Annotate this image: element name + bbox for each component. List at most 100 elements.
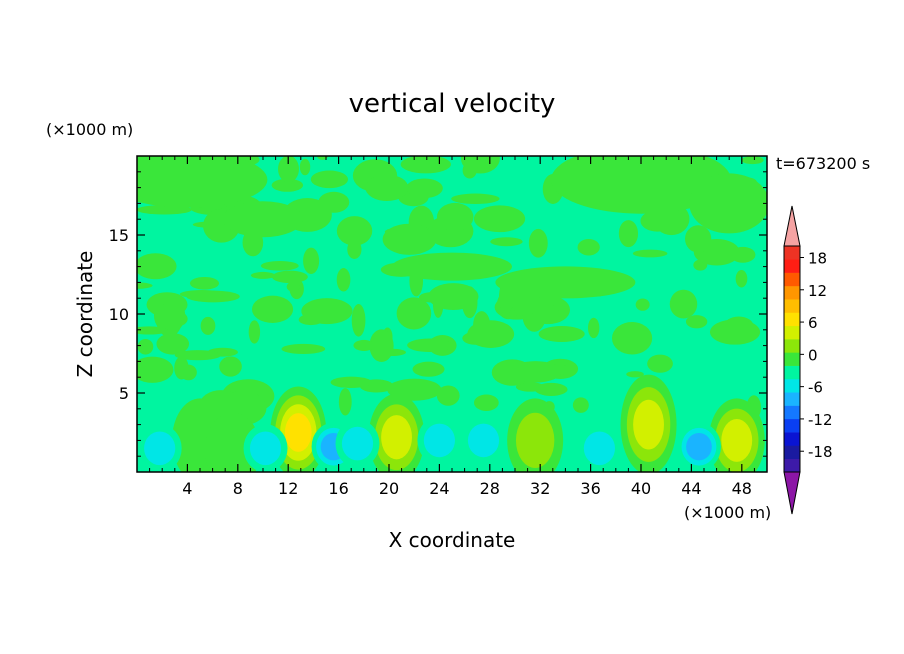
colorbar-swatch [784,418,800,433]
positive-patch [611,322,653,355]
positive-patch [174,356,189,380]
x-unit-label: (×1000 m) [684,503,771,522]
updraft-cell [708,398,765,472]
positive-patch [572,397,589,413]
positive-patch [353,339,375,351]
positive-patch [189,276,220,290]
positive-patch [200,316,216,335]
downdraft-contour [583,431,616,466]
positive-patch [473,205,526,233]
downdraft-cell [137,424,182,472]
positive-patch [412,361,445,377]
downdraft-contour [144,431,176,466]
heatmap-plot-area [137,156,767,472]
positive-patch [669,289,698,319]
positive-patch [286,281,300,292]
positive-patch [271,178,304,192]
positive-patch [330,376,372,388]
colorbar-swatch [784,325,800,340]
y-unit-label: (×1000 m) [46,120,133,139]
y-tick-label: 10 [109,305,129,324]
positive-patch [735,270,748,288]
downdraft-cell [417,416,462,465]
positive-patch [689,173,767,234]
positive-patch [418,292,447,303]
colorbar-swatch [784,339,800,353]
colorbar-swatch [784,365,800,380]
colorbar-tick-label: -6 [808,379,823,397]
positive-patch [467,320,515,348]
positive-patch [250,271,276,279]
updraft-contour [284,413,312,452]
positive-patch [741,156,764,165]
positive-patch [436,385,460,406]
positive-patch [260,260,299,271]
downdraft-cell [243,424,288,472]
positive-patch [538,326,585,343]
positive-patch [351,303,366,337]
positive-patch [462,162,477,179]
colorbar-swatch [784,378,800,393]
positive-patch [299,158,311,176]
colorbar-tick-label: 12 [808,282,827,300]
positive-patch [137,356,174,383]
downdraft-cell [577,424,622,472]
updraft-contour [515,412,555,468]
colorbar-over-triangle [783,205,801,247]
positive-patch [528,228,548,258]
positive-patch [709,319,761,345]
positive-patch [137,253,177,280]
positive-patch [473,394,499,411]
positive-patch [685,225,712,253]
positive-patch [635,298,650,311]
positive-patch [251,295,294,323]
x-tick-label: 24 [429,479,449,498]
positive-patch [384,227,430,236]
downdraft-cell [676,422,721,471]
positive-patch [428,283,479,310]
x-axis: 4 8 12 16 20 24 28 32 36 40 44 48 [149,156,755,498]
downdraft-cell [335,419,380,468]
x-tick-label: 48 [732,479,752,498]
colorbar-swatch [784,458,800,473]
downdraft-contour [467,423,500,458]
positive-patch [137,156,268,208]
positive-patch [587,317,600,339]
x-tick-label: 12 [278,479,298,498]
colorbar-under-triangle [783,471,801,515]
positive-patch [632,249,668,258]
positive-patch [336,268,351,292]
positive-patch [174,350,222,361]
x-tick-label: 16 [328,479,348,498]
positive-patch [730,246,756,263]
velocity-features [137,374,765,472]
positive-patch [365,174,409,201]
y-axis-title: Z coordinate [73,251,97,378]
updraft-cell [368,393,425,472]
updraft-contour [381,415,412,460]
y-axis: 5 10 15 [109,171,767,457]
colorbar-frame [783,245,801,473]
positive-patch [301,298,353,325]
downdraft-contour [249,431,282,466]
positive-patch [685,315,708,329]
colorbar-swatch [784,405,800,420]
colorbar-swatch [784,392,800,406]
colorbar-tick-label: -12 [808,411,833,429]
positive-patch [318,191,350,213]
colorbar-tick-label: 6 [808,314,818,332]
downdraft-contour [686,433,712,461]
positive-patch [271,270,308,284]
positive-patch [156,333,190,355]
colorbar-tick-label: -18 [808,443,833,461]
x-tick-label: 36 [580,479,600,498]
colorbar-swatch [784,272,800,287]
positive-patch [392,252,512,281]
positive-patch [618,220,639,248]
positive-patch [137,282,153,289]
positive-patch [400,156,451,174]
positive-patch [642,208,684,232]
x-tick-label: 4 [182,479,192,498]
positive-patch [223,201,303,238]
positive-patch [317,156,328,160]
